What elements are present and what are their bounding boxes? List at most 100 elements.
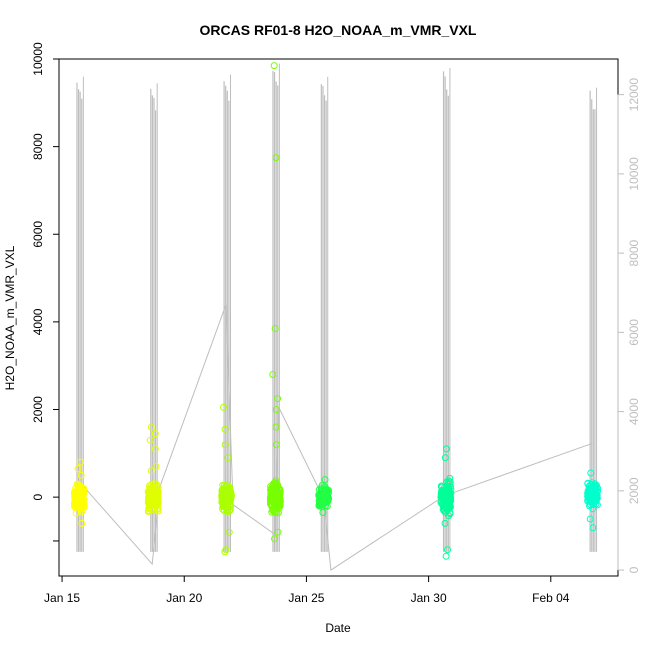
- x-tick-label: Jan 30: [411, 591, 447, 605]
- plot-layer: [70, 62, 601, 571]
- data-point-outlier: [587, 469, 595, 477]
- data-point-outlier: [271, 325, 279, 332]
- y-axis-label: H2O_NOAA_m_VMR_VXL: [3, 245, 17, 390]
- x-tick-label: Jan 20: [166, 591, 202, 605]
- data-point: [592, 492, 600, 500]
- data-point: [585, 487, 593, 495]
- data-point: [73, 503, 81, 511]
- data-point: [446, 480, 454, 488]
- data-point: [80, 495, 88, 503]
- y-tick-label: 10000: [31, 42, 45, 76]
- data-point: [439, 505, 447, 513]
- data-point: [146, 485, 154, 493]
- chart-title: ORCAS RF01-8 H2O_NOAA_m_VMR_VXL: [200, 22, 477, 38]
- data-point-outlier: [220, 403, 227, 411]
- data-point-outlier: [224, 454, 232, 462]
- data-point: [150, 498, 158, 506]
- data-point: [154, 500, 162, 508]
- data-point: [144, 508, 152, 515]
- data-point: [586, 482, 593, 490]
- x-tick-label: Jan 15: [44, 591, 80, 605]
- data-point: [154, 483, 162, 491]
- data-point-outlier: [272, 423, 280, 431]
- data-point: [77, 492, 85, 499]
- data-point: [319, 494, 326, 502]
- data-point-outlier: [221, 441, 229, 449]
- y-tick-label: 0: [31, 493, 45, 500]
- data-point: [154, 487, 162, 495]
- data-point: [269, 497, 277, 505]
- data-point: [323, 488, 331, 495]
- data-point: [145, 493, 153, 501]
- y2-tick-label: 12000: [627, 78, 641, 112]
- data-point: [145, 505, 153, 512]
- data-point-outlier: [442, 445, 450, 453]
- data-point: [225, 492, 233, 500]
- y2-tick-label: 10000: [627, 157, 641, 191]
- data-point: [273, 493, 281, 501]
- y-tick-label: 2000: [31, 396, 45, 423]
- data-point-outlier: [152, 463, 160, 470]
- data-point: [223, 483, 231, 491]
- data-point-outlier: [274, 528, 282, 536]
- y-tick-label: 8000: [31, 133, 45, 160]
- y2-tick-label: 6000: [627, 319, 641, 346]
- data-point-outlier: [442, 552, 450, 560]
- data-point-outlier: [444, 546, 451, 554]
- data-point-outlier: [76, 458, 84, 466]
- data-point: [222, 499, 230, 507]
- data-point: [316, 494, 324, 502]
- axes-layer: Jan 15 Jan 20 Jan 25 Jan 30 Feb 04 0 2000 4000 6…: [31, 42, 641, 605]
- data-point: [80, 502, 88, 510]
- data-point-outlier: [272, 406, 280, 413]
- y2-tick-label: 8000: [627, 239, 641, 266]
- data-point: [444, 479, 452, 487]
- data-point: [74, 484, 82, 492]
- data-point-outlier: [225, 528, 233, 536]
- data-point-outlier: [272, 154, 280, 162]
- data-point: [77, 508, 85, 516]
- data-point: [272, 481, 280, 489]
- data-point: [315, 502, 323, 510]
- data-point-outlier: [221, 425, 229, 433]
- data-point-outlier: [77, 471, 85, 479]
- data-point-outlier: [321, 476, 329, 484]
- data-point-outlier: [441, 454, 449, 462]
- data-point: [589, 483, 597, 491]
- data-point-outlier: [151, 445, 159, 453]
- y2-tick-label: 0: [627, 566, 641, 573]
- data-point-outlier: [274, 395, 282, 403]
- data-point: [446, 503, 454, 511]
- data-point: [321, 483, 329, 491]
- data-point-outlier: [273, 441, 280, 449]
- x-tick-label: Jan 25: [288, 591, 324, 605]
- data-point-outlier: [586, 515, 594, 523]
- data-point-outlier: [270, 62, 278, 70]
- data-point: [274, 490, 281, 498]
- data-point: [323, 498, 330, 506]
- data-point: [274, 509, 282, 517]
- y-tick-label: 4000: [31, 308, 45, 335]
- data-point: [440, 507, 448, 515]
- data-point-outlier: [147, 467, 155, 475]
- data-point-outlier: [146, 436, 154, 444]
- data-point-outlier: [151, 430, 159, 438]
- data-point: [443, 486, 451, 494]
- plot-frame: [58, 58, 619, 577]
- data-point: [269, 505, 277, 513]
- y2-tick-label: 2000: [627, 477, 641, 504]
- data-point: [267, 489, 275, 497]
- data-point: [267, 485, 275, 493]
- data-point: [268, 494, 276, 502]
- data-point: [150, 480, 158, 488]
- data-point: [268, 508, 276, 516]
- data-point: [438, 489, 446, 497]
- data-point-outlier: [269, 371, 277, 378]
- data-point-outlier: [74, 465, 82, 473]
- x-axis-label: Date: [325, 621, 351, 635]
- data-point-outlier: [271, 535, 278, 543]
- data-point: [71, 489, 79, 496]
- data-point-outlier: [78, 519, 86, 527]
